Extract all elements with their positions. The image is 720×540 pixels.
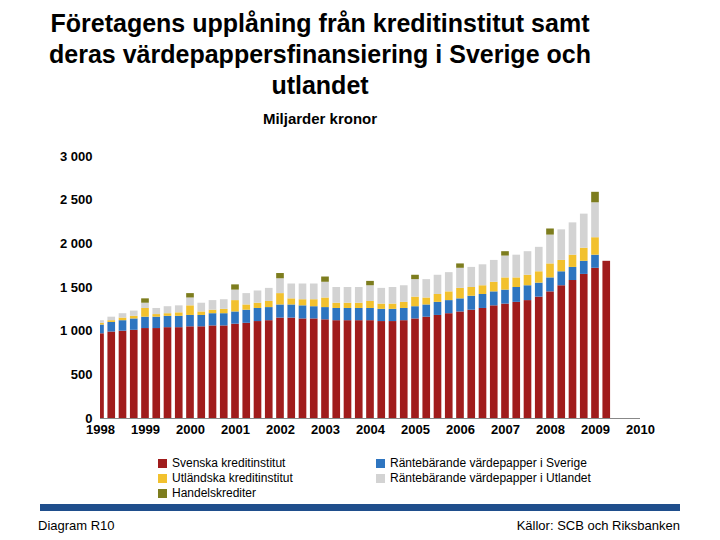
html-text:Diagram R10: Diagram R10 bbox=[38, 518, 115, 533]
svg-text:500: 500 bbox=[71, 367, 93, 382]
svg-text:2 000: 2 000 bbox=[60, 236, 93, 251]
svg-text:2 500: 2 500 bbox=[60, 192, 93, 207]
html-text:Räntebärande värdepapper i Utl: Räntebärande värdepapper i Utlandet bbox=[390, 471, 591, 485]
html-text:Källor: SCB och Riksbanken: Källor: SCB och Riksbanken bbox=[516, 518, 680, 533]
svg-text:2010: 2010 bbox=[626, 422, 655, 437]
html-text:Företagens upplåning från kred: Företagens upplåning från kreditinstitut… bbox=[49, 9, 591, 99]
svg-text:2006: 2006 bbox=[446, 422, 475, 437]
html-text:Handelskrediter: Handelskrediter bbox=[172, 486, 256, 500]
html-text:Svenska kreditinstitut: Svenska kreditinstitut bbox=[172, 456, 286, 470]
svg-text:2000: 2000 bbox=[176, 422, 205, 437]
svg-text:2007: 2007 bbox=[491, 422, 520, 437]
svg-text:2005: 2005 bbox=[401, 422, 430, 437]
svg-text:2001: 2001 bbox=[221, 422, 250, 437]
html-text:Miljarder kronor: Miljarder kronor bbox=[262, 110, 378, 127]
svg-text:1 500: 1 500 bbox=[60, 280, 93, 295]
svg-text:2004: 2004 bbox=[356, 422, 386, 437]
html-text:Utländska kreditinstitut: Utländska kreditinstitut bbox=[172, 471, 293, 485]
svg-text:1 000: 1 000 bbox=[60, 323, 93, 338]
svg-text:1998: 1998 bbox=[86, 422, 115, 437]
html-text:Räntebärande värdepapper i Sve: Räntebärande värdepapper i Sverige bbox=[390, 456, 587, 470]
svg-text:1999: 1999 bbox=[131, 422, 160, 437]
svg-text:3 000: 3 000 bbox=[60, 149, 93, 164]
svg-text:2002: 2002 bbox=[266, 422, 295, 437]
svg-text:2009: 2009 bbox=[581, 422, 610, 437]
svg-text:0: 0 bbox=[85, 410, 93, 426]
svg-text:2003: 2003 bbox=[311, 422, 340, 437]
svg-text:2008: 2008 bbox=[536, 422, 565, 437]
